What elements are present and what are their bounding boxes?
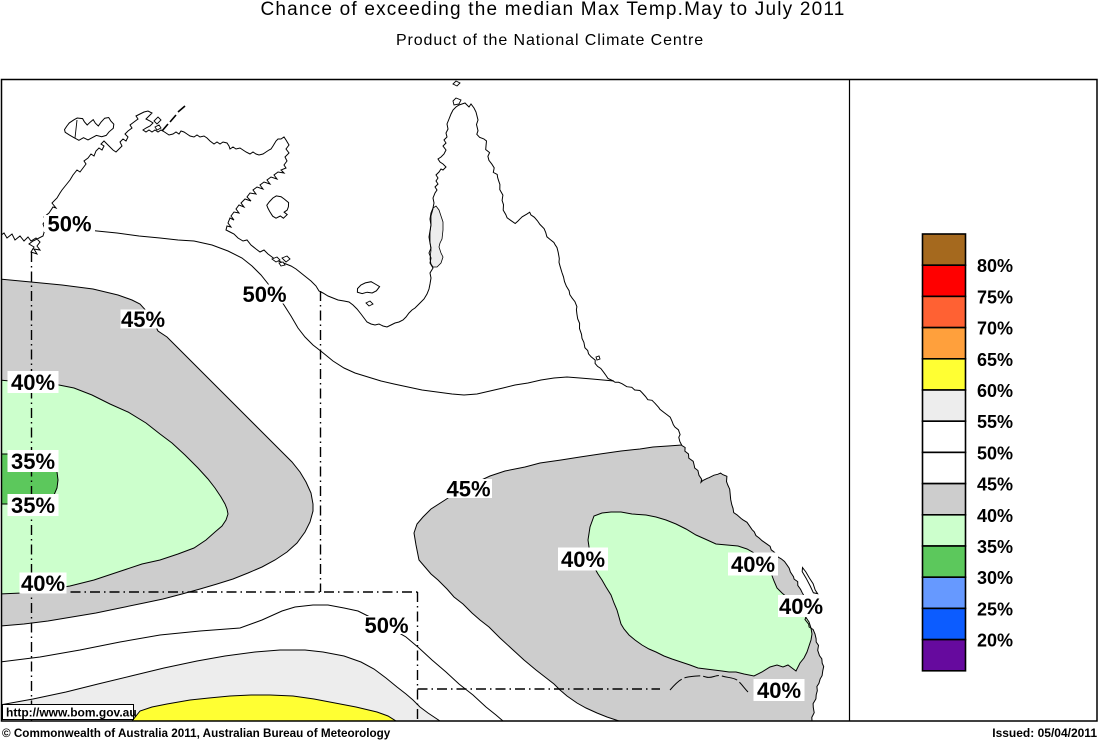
svg-text:40%: 40% [21,571,65,596]
svg-text:40%: 40% [11,370,55,395]
svg-text:45%: 45% [977,475,1013,495]
svg-text:Product of the National Climat: Product of the National Climate Centre [396,32,704,49]
svg-text:45%: 45% [446,477,490,502]
svg-text:50%: 50% [364,613,408,638]
svg-text:Issued: 05/04/2011: Issued: 05/04/2011 [992,726,1097,740]
svg-text:70%: 70% [977,319,1013,339]
svg-text:40%: 40% [731,552,775,577]
svg-text:60%: 60% [977,381,1013,401]
svg-text:35%: 35% [977,537,1013,557]
svg-text:20%: 20% [977,631,1013,651]
svg-text:40%: 40% [561,547,605,572]
svg-text:35%: 35% [11,449,55,474]
svg-text:50%: 50% [977,443,1013,463]
svg-text:40%: 40% [779,594,823,619]
svg-text:35%: 35% [11,493,55,518]
svg-text:45%: 45% [121,307,165,332]
svg-text:Chance of exceeding the median: Chance of exceeding the median Max Temp.… [260,0,845,20]
svg-text:40%: 40% [977,506,1013,526]
svg-text:80%: 80% [977,256,1013,276]
svg-text:50%: 50% [47,212,91,237]
svg-text:50%: 50% [242,282,286,307]
svg-text:© Commonwealth of Australia 20: © Commonwealth of Australia 2011, Austra… [2,727,391,740]
svg-text:65%: 65% [977,350,1013,370]
svg-text:75%: 75% [977,287,1013,307]
svg-text:40%: 40% [757,678,801,703]
svg-text:30%: 30% [977,568,1013,588]
svg-text:25%: 25% [977,599,1013,619]
svg-text:http://www.bom.gov.au: http://www.bom.gov.au [6,706,137,720]
svg-text:55%: 55% [977,412,1013,432]
